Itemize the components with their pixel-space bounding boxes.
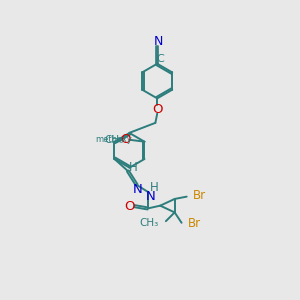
- Text: Br: Br: [193, 189, 206, 202]
- Text: CH₃: CH₃: [140, 218, 159, 228]
- Text: Br: Br: [188, 218, 201, 230]
- Text: C: C: [157, 54, 165, 64]
- Text: methoxy: methoxy: [96, 135, 132, 144]
- Text: O: O: [120, 133, 130, 146]
- Text: H: H: [150, 181, 159, 194]
- Text: H: H: [129, 161, 137, 174]
- Text: N: N: [154, 35, 163, 48]
- Text: N: N: [133, 184, 143, 196]
- Text: O: O: [152, 103, 163, 116]
- Text: N: N: [146, 190, 155, 203]
- Text: O: O: [124, 200, 134, 213]
- Text: CH₃: CH₃: [104, 135, 124, 145]
